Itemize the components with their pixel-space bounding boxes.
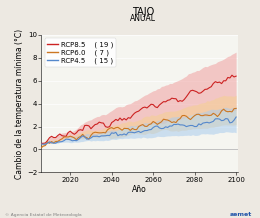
X-axis label: Año: Año [132, 185, 147, 194]
Text: TAJO: TAJO [132, 7, 154, 17]
Text: aemet: aemet [230, 212, 252, 217]
Y-axis label: Cambio de la temperatura mínima (°C): Cambio de la temperatura mínima (°C) [15, 29, 24, 179]
Text: © Agencia Estatal de Meteorología: © Agencia Estatal de Meteorología [5, 213, 82, 217]
Text: ANUAL: ANUAL [130, 14, 156, 23]
Legend: RCP8.5    ( 19 ), RCP6.0    ( 7 ), RCP4.5    ( 15 ): RCP8.5 ( 19 ), RCP6.0 ( 7 ), RCP4.5 ( 15… [45, 38, 116, 67]
